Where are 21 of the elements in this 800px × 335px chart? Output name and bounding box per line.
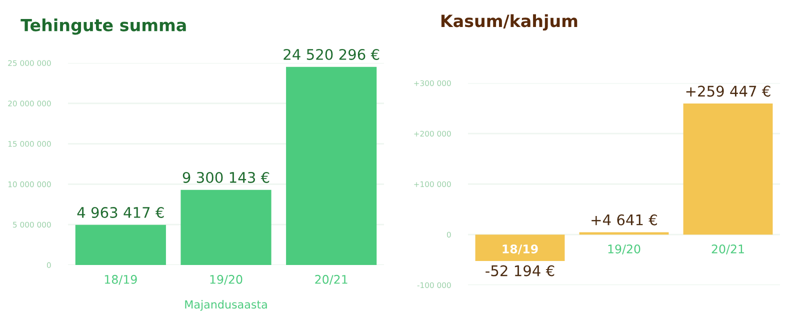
data-label: 24 520 296 € [284,48,380,60]
x-tick-label: 18/19 [104,274,137,285]
x-tick-label: 19/20 [608,244,640,254]
x-tick-label: 18/19 [502,244,538,254]
bar [475,234,565,261]
bar [683,104,773,235]
chart-title: Tehingute summa [20,18,186,35]
data-label: 4 963 417 € [77,206,164,218]
data-label: -52 194 € [486,265,554,276]
data-label: +259 447 € [686,86,770,97]
x-tick-label: 20/21 [712,244,744,254]
x-tick-label: 19/20 [210,274,242,285]
bar [180,190,272,265]
bar [579,232,669,235]
bar [75,224,166,265]
data-label: 9 300 143 € [182,172,270,183]
bar [286,66,377,265]
x-axis-title: Majandusaasta [185,300,267,311]
chart-title: Kasum/kahjum [441,14,578,31]
x-tick-label: 20/21 [315,274,348,285]
data-label: +4 641 € [592,214,657,226]
